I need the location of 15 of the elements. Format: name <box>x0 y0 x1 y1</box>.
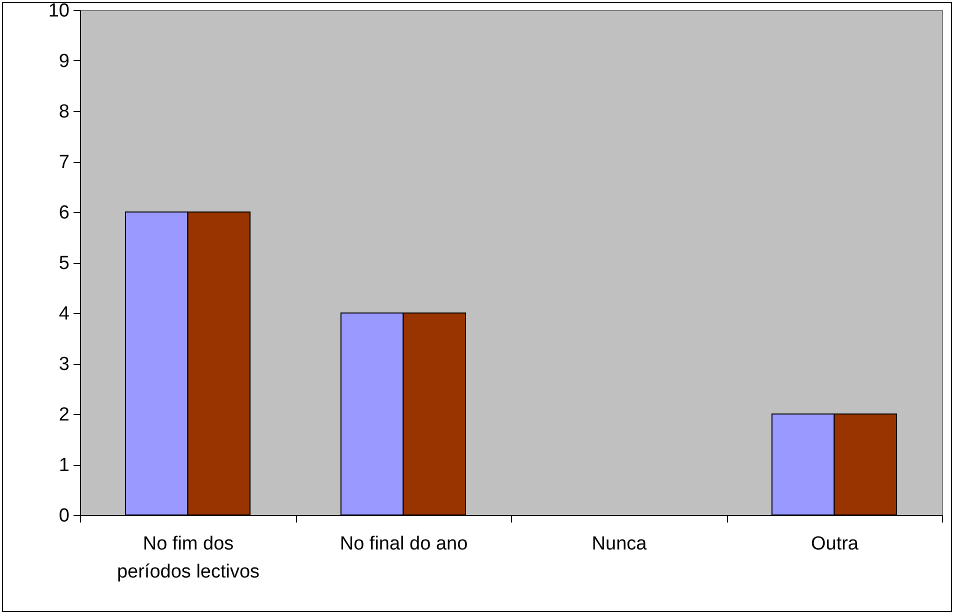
y-tick-label: 3 <box>58 354 70 375</box>
y-tick-label: 4 <box>58 304 70 324</box>
y-tick-label: 9 <box>58 51 70 72</box>
x-tick-label: No final do ano <box>340 534 468 554</box>
y-tick-label: 1 <box>58 455 70 476</box>
y-tick-label: 10 <box>48 0 70 22</box>
x-tick-label: Nunca <box>592 534 648 554</box>
y-tick-label: 8 <box>58 102 70 122</box>
y-tick-label: 7 <box>58 152 70 173</box>
y-tick-label: 0 <box>58 506 70 526</box>
y-tick-label: 5 <box>58 253 70 274</box>
y-tick-label: 2 <box>58 404 70 426</box>
y-tick-label: 6 <box>58 202 70 224</box>
x-tick-label: Outra <box>810 534 859 554</box>
x-tick-label: No fim dos períodos lectivos <box>116 534 260 582</box>
